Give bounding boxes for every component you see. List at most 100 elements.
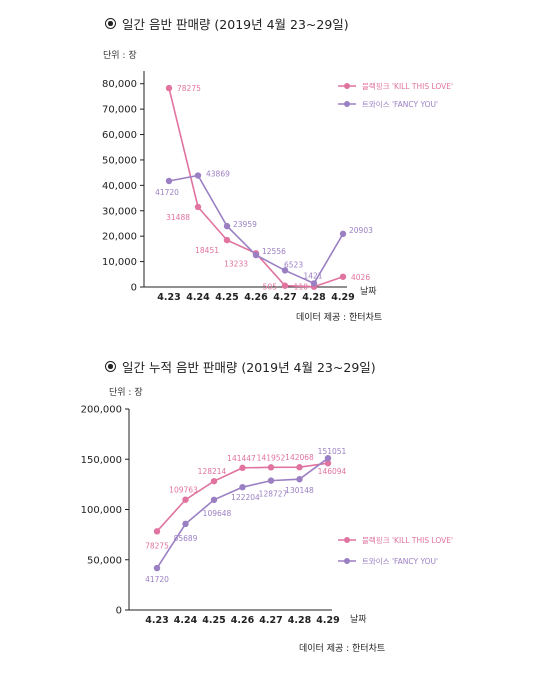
chart2-x-tick-label: 4.28	[288, 615, 312, 626]
chart2-y-tick-label: 100,000	[81, 505, 122, 516]
chart1-y-tick-label: 60,000	[102, 130, 137, 141]
chart1-y-tick-label: 80,000	[102, 79, 137, 90]
chart1-twice-line	[168, 174, 344, 285]
chart1-legend-twice-marker	[344, 101, 350, 107]
chart1-y-tick-label: 0	[131, 283, 137, 294]
chart2-twice-data-label: 122204	[231, 493, 260, 502]
chart2-x-tick-label: 4.27	[259, 615, 282, 626]
chart2-blackpink-point	[267, 464, 275, 471]
chart2-x-tick-label: 4.23	[145, 615, 168, 626]
chart1-twice-data-label: 12556	[262, 247, 286, 256]
chart2-x-tick-label: 4.24	[174, 615, 198, 626]
chart2-x-axis-label: 날짜	[350, 614, 367, 625]
chart1-x-tick-label: 4.23	[157, 292, 180, 303]
chart1-blackpink-data-label: 31488	[166, 213, 190, 222]
chart1-twice-point	[165, 177, 173, 185]
chart1-blackpink-point	[339, 273, 347, 280]
chart1-blackpink-data-label: 13233	[224, 259, 248, 268]
chart2-twice-point	[239, 483, 246, 491]
chart2-twice-data-label: 85689	[174, 534, 198, 543]
chart1-x-tick-label: 4.24	[186, 292, 210, 303]
chart2-legend-blackpink-marker	[344, 537, 350, 543]
chart2-legend-blackpink-label: 블랙핑크 'KILL THIS LOVE'	[362, 535, 453, 545]
chart1-twice-data-label: 23959	[233, 220, 257, 229]
chart1-source-note: 데이터 제공 : 한터차트	[296, 311, 382, 323]
chart1-blackpink-data-label: 78275	[177, 84, 201, 93]
chart2-legend-twice-marker	[344, 558, 350, 564]
chart1-title-text: 일간 음반 판매량 (2019년 4월 23~29일)	[122, 17, 349, 32]
chart2-twice-data-label: 41720	[145, 575, 169, 584]
chart1-twice-data-label: 1421	[303, 271, 322, 280]
chart2-blackpink-point	[296, 464, 303, 471]
chart2-blackpink-data-label: 109763	[169, 486, 198, 495]
chart1-twice-point	[223, 222, 231, 230]
chart1-twice-point	[281, 267, 289, 274]
chart2-blackpink-point	[153, 528, 161, 535]
chart1-y-tick-label: 40,000	[102, 181, 137, 192]
chart2-blackpink-point	[324, 459, 332, 467]
chart1-x-tick-label: 4.28	[302, 292, 326, 303]
chart2-twice-point	[267, 477, 275, 484]
chart2-blackpink-data-label: 78275	[145, 541, 169, 550]
chart2-blackpink-point	[210, 477, 218, 485]
chart1-y-tick-label: 50,000	[102, 155, 137, 166]
chart1-legend-blackpink-label: 블랙핑크 'KILL THIS LOVE'	[362, 81, 453, 91]
chart2-title-text: 일간 누적 음반 판매량 (2019년 4월 23~29일)	[122, 360, 376, 375]
chart1-twice-data-label: 20903	[349, 226, 373, 235]
chart1-y-tick-label: 10,000	[102, 257, 137, 268]
chart2-blackpink-data-label: 141952	[257, 453, 286, 462]
chart1-legend-twice-label: 트와이스 'FANCY YOU'	[362, 99, 438, 109]
bullet-icon	[105, 18, 116, 29]
chart1-blackpink-data-label: 505	[263, 283, 278, 292]
chart2-twice-data-label: 151051	[318, 447, 347, 456]
chart2-title: 일간 누적 음반 판매량 (2019년 4월 23~29일)	[105, 357, 376, 376]
chart1-x-tick-label: 4.29	[331, 292, 354, 303]
chart1-blackpink-point	[165, 84, 173, 92]
chart2-y-tick-label: 200,000	[81, 405, 122, 416]
chart2-blackpink-data-label: 128214	[198, 467, 227, 476]
chart2-twice-line	[156, 457, 329, 569]
chart2-twice-point	[182, 520, 189, 528]
chart2-y-tick-label: 0	[116, 606, 122, 617]
chart2-blackpink-point	[239, 464, 246, 472]
chart1-x-axis-label: 날짜	[360, 286, 377, 297]
chart1-twice-data-label: 41720	[155, 188, 179, 197]
chart1-legend-blackpink-marker	[344, 83, 350, 89]
chart2-twice-data-label: 128727	[259, 490, 288, 499]
chart1-twice-point	[310, 280, 318, 287]
chart2-twice-data-label: 109648	[203, 509, 232, 518]
chart2-x-tick-label: 4.25	[202, 615, 225, 626]
chart1-blackpink-point	[281, 282, 289, 289]
chart1-x-tick-label: 4.26	[244, 292, 268, 303]
bullet-icon	[105, 361, 116, 372]
chart2-twice-point	[296, 476, 303, 483]
chart1-twice-data-label: 6523	[284, 260, 303, 269]
chart2-source-note: 데이터 제공 : 한터차트	[299, 642, 385, 654]
chart1-blackpink-point	[194, 203, 202, 211]
chart2-blackpink-data-label: 146094	[318, 467, 347, 476]
chart1-y-tick-label: 30,000	[102, 206, 137, 217]
chart2-y-tick-label: 50,000	[87, 555, 122, 566]
chart1-y-tick-label: 20,000	[102, 232, 137, 243]
chart2-blackpink-data-label: 141447	[227, 454, 256, 463]
chart1-y-tick-label: 70,000	[102, 105, 137, 116]
chart2-x-tick-label: 4.26	[231, 615, 255, 626]
chart2-x-tick-label: 4.29	[316, 615, 339, 626]
chart1-twice-point	[194, 172, 202, 179]
chart2-twice-point	[324, 454, 332, 462]
chart2-legend-twice-label: 트와이스 'FANCY YOU'	[362, 556, 438, 566]
chart2-twice-point	[210, 496, 218, 504]
chart2-twice-data-label: 130148	[285, 486, 314, 495]
chart1-x-tick-label: 4.25	[215, 292, 238, 303]
chart1-blackpink-data-label: 4026	[351, 273, 370, 282]
chart1-twice-point	[339, 230, 347, 238]
chart2-blackpink-point	[182, 496, 189, 503]
chart2-y-tick-label: 150,000	[81, 455, 122, 466]
chart2-blackpink-data-label: 142068	[285, 453, 314, 462]
chart1-twice-data-label: 43869	[206, 170, 230, 179]
chart1-twice-point	[252, 251, 260, 259]
chart1-x-tick-label: 4.27	[273, 292, 296, 303]
chart2-unit-label: 단위 : 장	[109, 387, 143, 398]
chart1-blackpink-data-label: 110	[294, 283, 309, 292]
